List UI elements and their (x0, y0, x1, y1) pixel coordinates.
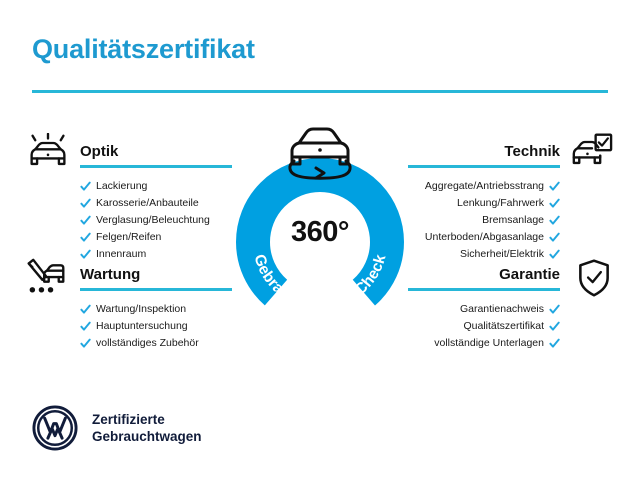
header-divider (32, 90, 608, 93)
list-item-label: vollständiges Zubehör (96, 337, 199, 349)
list-item: vollständige Unterlagen (408, 335, 560, 352)
list-item: Bremsanlage (408, 212, 560, 229)
section-header-wartung: Wartung (80, 266, 232, 292)
check-icon (549, 232, 560, 243)
section-title-technik: Technik (504, 143, 560, 160)
page-title: Qualitätszertifikat (32, 34, 255, 64)
footer-line-1: Zertifizierte (92, 412, 165, 427)
section-title-optik: Optik (80, 143, 119, 160)
check-icon (80, 249, 91, 260)
list-item: Verglasung/Beleuchtung (80, 212, 232, 229)
list-item: Aggregate/Antriebsstrang (408, 178, 560, 195)
check-icon (549, 338, 560, 349)
list-item: Unterboden/Abgasanlage (408, 229, 560, 246)
list-item: Karosserie/Anbauteile (80, 195, 232, 212)
check-icon (549, 304, 560, 315)
footer-text: Zertifizierte Gebrauchtwagen (92, 411, 202, 445)
list-item: Hauptuntersuchung (80, 318, 232, 335)
section-divider-optik (80, 165, 232, 168)
car-checkbox-icon (570, 132, 614, 172)
check-icon (80, 215, 91, 226)
list-item-label: Qualitätszertifikat (463, 320, 544, 332)
car-shine-icon (26, 132, 70, 173)
check-icon (549, 215, 560, 226)
list-item: Innenraum (80, 246, 232, 263)
section-divider-technik (408, 165, 560, 168)
check-icon (80, 232, 91, 243)
list-item-label: Lenkung/Fahrwerk (457, 197, 544, 209)
check-icon (549, 198, 560, 209)
section-title-wartung: Wartung (80, 266, 141, 283)
list-item-label: vollständige Unterlagen (434, 337, 544, 349)
footer-line-2: Gebrauchtwagen (92, 429, 202, 444)
list-item-label: Innenraum (96, 248, 147, 260)
list-item-label: Verglasung/Beleuchtung (96, 214, 210, 226)
checklist-wartung: Wartung/Inspektion Hauptuntersuchung vol… (80, 301, 232, 352)
vw-logo-icon (32, 405, 78, 451)
check-icon (80, 198, 91, 209)
list-item: Garantienachweis (408, 301, 560, 318)
list-item: Qualitätszertifikat (408, 318, 560, 335)
list-item-label: Felgen/Reifen (96, 231, 162, 243)
section-optik: Optik Lackierung Karosserie/Anbauteile (30, 132, 232, 263)
badge-center-label: 360° (291, 216, 349, 248)
check-icon (549, 249, 560, 260)
list-item: vollständiges Zubehör (80, 335, 232, 352)
section-wartung: Wartung Wartung/Inspektion Hauptuntersuc… (27, 258, 232, 352)
check-icon (549, 321, 560, 332)
list-item-label: Sicherheit/Elektrik (459, 248, 544, 260)
check-icon (80, 321, 91, 332)
list-item: Felgen/Reifen (80, 229, 232, 246)
check-icon (80, 304, 91, 315)
list-item: Sicherheit/Elektrik (408, 246, 560, 263)
list-item-label: Garantienachweis (459, 303, 544, 315)
check-icon (80, 181, 91, 192)
list-item-label: Wartung/Inspektion (96, 303, 187, 315)
list-item-label: Aggregate/Antriebsstrang (424, 180, 544, 192)
section-divider-garantie (408, 288, 560, 291)
vw-certified-lockup: Zertifizierte Gebrauchtwagen (32, 405, 202, 451)
list-item: Lackierung (80, 178, 232, 195)
badge-360-gebrauchtwagen-check: Gebrauchtwagen-Check 360° (228, 127, 412, 334)
checklist-technik: Aggregate/Antriebsstrang Lenkung/Fahrwer… (408, 178, 560, 263)
list-item-label: Hauptuntersuchung (96, 320, 188, 332)
section-technik: Technik Aggregate/Antriebsstrang Lenkung… (408, 133, 613, 263)
list-item-label: Unterboden/Abgasanlage (424, 231, 544, 243)
service-book-car-icon (24, 258, 68, 298)
section-header-optik: Optik (80, 143, 232, 169)
check-icon (80, 338, 91, 349)
section-header-garantie: Garantie (408, 266, 560, 292)
list-item: Wartung/Inspektion (80, 301, 232, 318)
list-item: Lenkung/Fahrwerk (408, 195, 560, 212)
checklist-garantie: Garantienachweis Qualitätszertifikat vol… (408, 301, 560, 352)
check-icon (549, 181, 560, 192)
list-item-label: Karosserie/Anbauteile (96, 197, 199, 209)
car-rotate-icon (274, 123, 366, 185)
section-divider-wartung (80, 288, 232, 291)
checklist-optik: Lackierung Karosserie/Anbauteile Verglas… (80, 178, 232, 263)
shield-check-icon (572, 258, 616, 298)
section-title-garantie: Garantie (499, 266, 560, 283)
list-item-label: Bremsanlage (482, 214, 544, 226)
section-garantie: Garantie Garantienachweis Qualitätszerti… (408, 259, 609, 352)
list-item-label: Lackierung (96, 180, 148, 192)
section-header-technik: Technik (408, 143, 560, 169)
